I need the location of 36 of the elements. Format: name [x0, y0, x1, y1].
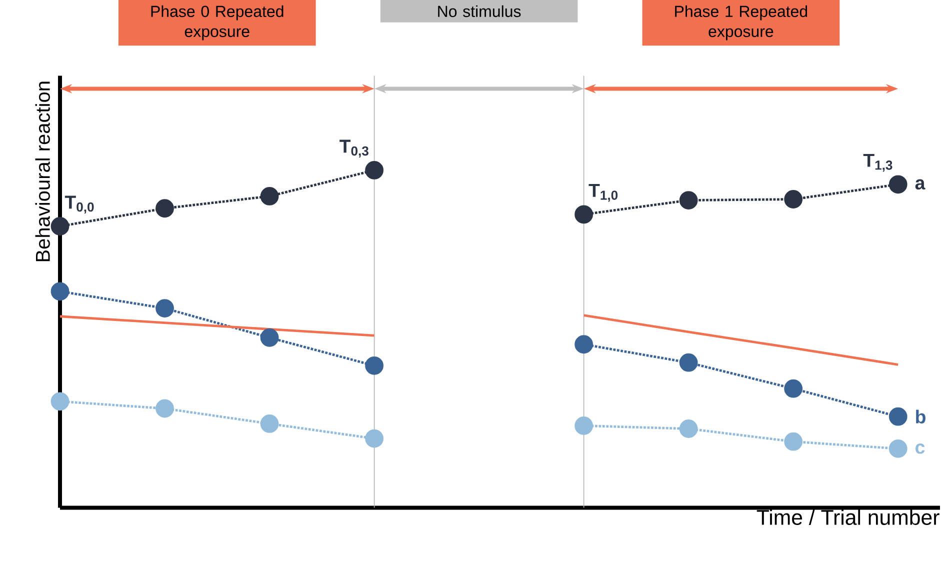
point [888, 440, 908, 458]
point [365, 161, 384, 180]
point [365, 356, 384, 375]
point [784, 432, 803, 451]
point [156, 399, 174, 418]
point [50, 392, 70, 411]
point [260, 414, 279, 434]
point [156, 199, 174, 218]
annotation: T$_{0,0}$ [64, 196, 94, 214]
text: Phase 0 Repeated exposure [151, 5, 284, 40]
point [574, 416, 594, 436]
annotation: T$_{1,3}$ [863, 154, 892, 172]
text: Phase 1 Repeated exposure [675, 5, 808, 40]
text: T$_{0,3}$ [340, 140, 368, 158]
point [50, 282, 70, 301]
series-label: a [915, 179, 926, 190]
point [260, 187, 279, 206]
point [50, 217, 70, 236]
point [888, 175, 908, 194]
point [679, 354, 698, 372]
point [888, 408, 908, 426]
series-label: c [916, 444, 925, 454]
point [156, 299, 174, 318]
point [365, 429, 384, 448]
point [260, 328, 279, 347]
point [784, 380, 803, 398]
annotation: T$_{1,0}$ [588, 184, 618, 202]
x-axis-title: Time / Trial number [756, 509, 940, 526]
point [679, 191, 698, 210]
point [574, 335, 594, 354]
point [784, 190, 803, 209]
point [574, 205, 594, 224]
point [679, 420, 698, 438]
series-label: b [916, 410, 926, 424]
y-axis-title: Behavioural reaction [35, 82, 50, 262]
text: No stimulus [438, 5, 521, 18]
